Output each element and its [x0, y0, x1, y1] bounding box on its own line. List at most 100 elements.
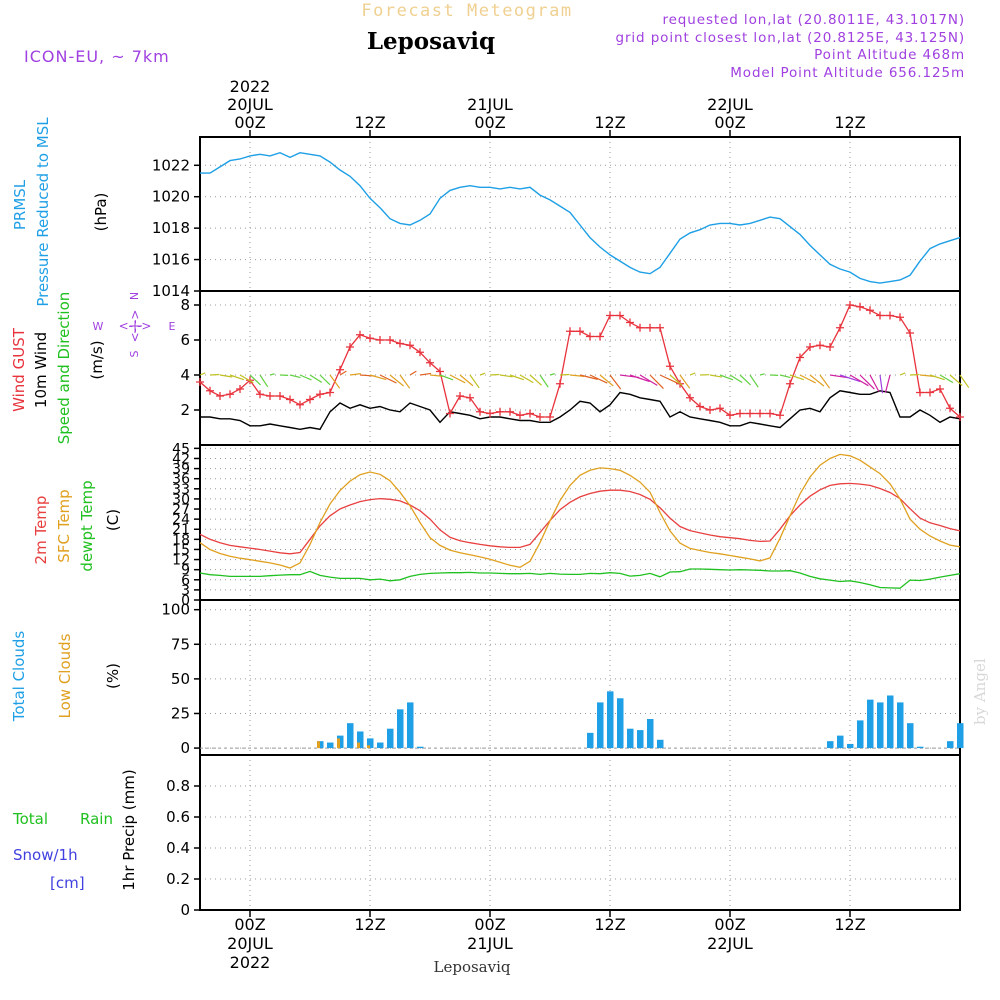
- wind-gust-marker: [416, 348, 424, 357]
- wind-direction-arrow: [629, 374, 650, 383]
- wind-direction-arrow: [289, 374, 301, 379]
- low-cloud-bar: [357, 742, 360, 749]
- temp-unit: (C): [104, 509, 122, 531]
- wind-gust-marker: [316, 390, 324, 399]
- temp-2m-line: [199, 482, 961, 555]
- wind-direction-arrow: [339, 370, 347, 376]
- wind-gust-marker: [666, 362, 674, 371]
- wind-gust-marker: [696, 402, 704, 411]
- wind-gust-marker: [496, 407, 504, 416]
- wind-gust-marker: [446, 409, 454, 418]
- wind-direction-arrow: [529, 374, 542, 386]
- wind-gust-marker: [646, 323, 654, 332]
- wind-gust-marker: [346, 343, 354, 351]
- pressure-ytick-label: 1022: [152, 156, 190, 174]
- temperature-ytick-label: 3: [181, 583, 190, 599]
- wind-gust-marker: [716, 404, 724, 413]
- location-title: Leposaviq: [367, 28, 495, 55]
- precip-labels: Total Rain Snow/1h [cm] 1hr Precip (mm): [12, 769, 138, 892]
- pressure-label-2: Pressure Reduced to MSL: [34, 117, 52, 307]
- pressure-ytick-label: 1016: [152, 251, 190, 269]
- wind-direction-arrow: [229, 374, 245, 381]
- precip-panel: 0 0.2 0.4 0.6 0.8: [166, 754, 961, 919]
- wind-gust-marker: [856, 302, 864, 311]
- wind-gust-marker: [746, 409, 754, 418]
- bottom-time-label: 00Z: [474, 915, 505, 934]
- temp-sfc-line: [199, 453, 961, 569]
- total-cloud-bar: [637, 730, 644, 749]
- wind-gust-marker: [366, 334, 374, 343]
- pressure-frame: [199, 136, 961, 292]
- wind-direction-arrow: [399, 374, 411, 389]
- total-cloud-bar: [327, 742, 334, 749]
- wind-10m-line: [200, 390, 961, 431]
- total-cloud-bar: [627, 728, 634, 749]
- wind-unit: (m/s): [88, 340, 106, 379]
- top-time-label: 2022: [230, 77, 271, 96]
- wind-direction-arrow: [459, 374, 474, 387]
- low-clouds-label: Low Clouds: [56, 633, 74, 718]
- wind-direction-arrow: [589, 374, 608, 384]
- temperature-ytick-label: 18: [172, 532, 190, 548]
- total-cloud-bar: [597, 702, 604, 749]
- total-cloud-bar: [407, 702, 414, 749]
- compass-s: S: [128, 350, 141, 357]
- wind-direction-arrow: [329, 374, 341, 389]
- top-time-label: 21JUL: [467, 95, 513, 114]
- wind-direction-arrow: [789, 374, 805, 381]
- model-altitude: Model Point Altitude 656.125m: [730, 65, 965, 81]
- total-cloud-bar: [897, 702, 904, 749]
- bottom-time-label: 12Z: [594, 915, 625, 934]
- total-cloud-bar: [387, 728, 394, 749]
- wind-direction-arrow: [439, 374, 454, 381]
- wind-gust-marker: [876, 311, 884, 320]
- clouds-frame: [199, 599, 961, 756]
- wind-direction-arrow: [884, 374, 891, 393]
- wind-gust-marker: [216, 392, 224, 400]
- wind-gust-marker: [896, 313, 904, 322]
- wind-gust-marker: [466, 393, 474, 402]
- temperature-ytick-label: 45: [172, 441, 190, 457]
- wind-direction-arrow: [669, 374, 683, 386]
- wind-direction-arrow: [649, 374, 664, 389]
- wind-gust-marker: [356, 330, 364, 339]
- top-time-label: 12Z: [594, 113, 625, 132]
- wind-gust-marker: [616, 311, 624, 320]
- pressure-ytick-label: 1018: [152, 219, 190, 237]
- wind-gust-marker: [946, 404, 954, 413]
- total-clouds-label: Total Clouds: [10, 631, 28, 723]
- pressure-ytick-label: 1020: [152, 188, 190, 206]
- wind-direction-arrow: [349, 373, 361, 376]
- wind-direction-arrow: [269, 373, 275, 376]
- bottom-time-label: 12Z: [834, 915, 865, 934]
- pressure-labels: PRMSL Pressure Reduced to MSL (hPa): [11, 117, 110, 307]
- wind-gust-marker: [506, 407, 514, 416]
- wind-ytick-label: 4: [180, 366, 190, 384]
- wind-gust-marker: [776, 411, 784, 420]
- wind-direction-arrow: [539, 374, 549, 388]
- compass-arrows: <-|->: [119, 319, 152, 333]
- total-cloud-bar: [367, 738, 374, 749]
- wind-direction-arrow: [469, 374, 480, 389]
- model-name: ICON-EU, ~ 7km: [24, 47, 170, 66]
- total-cloud-bar: [907, 723, 914, 749]
- wind-gust-marker: [296, 400, 304, 409]
- total-cloud-bar: [917, 746, 924, 749]
- wind-gust-marker: [596, 332, 604, 341]
- temperature-ytick-label: 0: [181, 593, 190, 609]
- wind-compass: W E N S <-|-> <-|->: [93, 292, 176, 358]
- wind-gust-marker: [336, 365, 344, 374]
- precip-total-label: Total: [12, 810, 48, 828]
- wind-direction-arrow: [759, 373, 765, 376]
- wind-gust-marker: [786, 379, 794, 388]
- wind-gust-marker: [526, 409, 534, 418]
- pressure-label-1: PRMSL: [11, 179, 29, 230]
- top-time-label: 00Z: [714, 113, 745, 132]
- top-time-label: 00Z: [234, 113, 265, 132]
- total-cloud-bar: [357, 731, 364, 749]
- clouds-ytick-label: 50: [171, 670, 190, 688]
- wind-direction-arrow: [369, 374, 387, 381]
- wind-direction-arrow: [549, 373, 555, 376]
- wind-direction-arrow: [509, 374, 525, 381]
